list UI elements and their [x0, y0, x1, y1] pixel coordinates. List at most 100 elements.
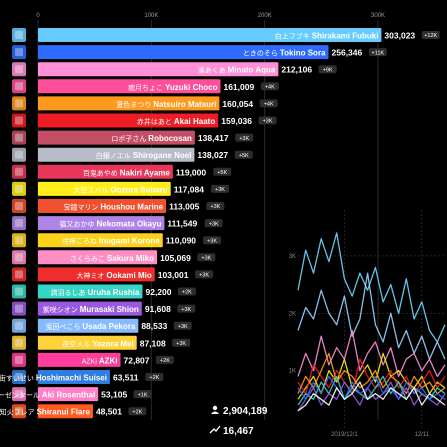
avatar-icon: [12, 233, 26, 248]
delta-badge: [177, 287, 196, 296]
avatar-face-icon: [15, 65, 23, 74]
bar-value-label: 72,807: [124, 355, 150, 365]
bar: [38, 130, 195, 145]
inset-line-chart: 3K 2K 1K 2019/12/1 12/11: [289, 210, 446, 438]
bar-name-en: Shiranui Flare: [37, 408, 91, 417]
totals-panel: 2,904,189 16,467: [209, 405, 268, 437]
bar-name-jp: さくらみこ: [70, 255, 107, 263]
delta-badge: [210, 184, 229, 193]
avatar-icon: [12, 267, 26, 282]
bar-value-label: 138,417: [198, 133, 229, 143]
delta-badge-label: +5K: [239, 153, 249, 159]
bar-value-label: 111,549: [167, 219, 197, 229]
bar-name-label: 癒月ちょこ Yuzuki Choco: [128, 83, 218, 92]
bar: [38, 250, 158, 265]
avatar-icon: [12, 284, 26, 299]
bar-value-label: 160,054: [222, 99, 253, 109]
bar-name-jp: 大空スバル: [73, 185, 110, 194]
bar: [38, 267, 155, 282]
avatar-face-icon: [15, 407, 23, 416]
avatar-face-icon: [15, 99, 23, 108]
avatar-icon: [12, 301, 26, 316]
bar-name-label: 赤井はあと Akai Haato: [137, 117, 215, 126]
bar-value-label: 63,511: [113, 373, 139, 383]
bar-value-label: 88,533: [141, 321, 167, 331]
bar: [38, 164, 173, 179]
bar: [38, 370, 110, 384]
inset-x-tick-label: 2019/12/1: [331, 432, 358, 438]
avatar-face-icon: [15, 373, 23, 381]
bar-name-jp: 癒月ちょこ: [128, 83, 165, 92]
bar-name-en: Tokino Sora: [280, 49, 326, 58]
bar-name-jp: ときのそら: [243, 50, 280, 58]
bar-row: 潤羽るしあ Uruha Rushia 92,200 +2K: [12, 284, 196, 299]
delta-badge-label: +3K: [199, 273, 209, 279]
delta-badge: [133, 390, 152, 399]
delta-badge-label: +4K: [264, 102, 274, 108]
bar-name-jp: 夜空メル: [62, 339, 92, 348]
bar: [38, 181, 171, 196]
avatar-icon: [12, 318, 26, 333]
bar-name-label: 大神ミオ Ookami Mio: [76, 271, 151, 280]
bar-row: 大神ミオ Ookami Mio 103,001 +3K: [12, 267, 214, 282]
inset-series-line: [297, 329, 446, 378]
bar: [38, 335, 137, 350]
delta-badge: [259, 99, 278, 108]
bar-name-jp: 星街すいせい: [0, 374, 36, 383]
bar-value-label: 161,009: [223, 82, 254, 92]
avatar-icon: [12, 96, 26, 111]
avatar-face-icon: [15, 304, 23, 313]
bar-value-label: 138,027: [197, 150, 228, 160]
bar-value-label: 53,105: [101, 390, 127, 400]
bar-name-jp: 兎田ぺこら: [45, 322, 82, 331]
bar-row: 癒月ちょこ Yuzuki Choco 161,009 +4K: [12, 79, 279, 94]
bar-name-en: Oozora Subaru: [110, 185, 167, 194]
x-tick-label: 100K: [144, 13, 158, 19]
delta-badge-label: +3K: [210, 204, 220, 210]
delta-badge: [213, 167, 232, 176]
bar-name-en: Uruha Rushia: [87, 288, 140, 297]
delta-badge: [260, 82, 279, 91]
bar-name-en: Houshou Marine: [100, 203, 163, 212]
bar-value-label: 212,106: [281, 65, 312, 75]
bar-row: 大空スバル Oozora Subaru 117,084 +3K: [12, 181, 229, 196]
delta-badge-label: +3K: [263, 119, 273, 125]
avatar-face-icon: [15, 133, 23, 142]
bar: [38, 404, 93, 419]
bar-name-en: Murasaki Shion: [80, 305, 139, 314]
delta-badge: [172, 338, 191, 347]
bar-row: 不知火フレア Shiranui Flare 48,501 +2K: [0, 404, 147, 419]
bar-name-jp: 白上フブキ: [275, 32, 312, 41]
bar-value-label: 159,036: [221, 116, 252, 126]
trend-up-icon: [209, 425, 221, 434]
avatar-face-icon: [15, 150, 23, 159]
bar-name-jp: 湊あくあ: [198, 66, 228, 75]
bar-row: 夜空メル Yozora Mel 87,108 +3K: [12, 335, 191, 350]
bar-name-label: 夏色まつり Natsuiro Matsuri: [116, 100, 216, 109]
bar: [38, 387, 99, 402]
avatar-icon: [12, 130, 26, 145]
person-icon: [212, 405, 218, 411]
bar-name-en: Hoshimachi Suisei: [36, 374, 107, 383]
bar-name-jp: 紫咲シオン: [43, 305, 80, 314]
avatar-icon: [12, 28, 26, 42]
bar-name-label: 夜空メル Yozora Mel: [62, 339, 134, 348]
bar-name-en: Inugami Korone: [99, 237, 160, 246]
avatar-face-icon: [15, 321, 23, 330]
delta-badge: [128, 407, 147, 416]
delta-badge-label: +9K: [323, 67, 333, 73]
bar-row: 白銀ノエル Shirogane Noel 138,027 +5K: [12, 147, 253, 162]
bar-name-label: 猫又おかゆ Nekomata Okayu: [60, 220, 162, 229]
bar-row: アキ・ローゼンタール Aki Rosenthal 53,105 +1K: [0, 387, 152, 402]
avatar-icon: [12, 62, 26, 77]
bar-name-en: Natsuiro Matsuri: [153, 100, 216, 109]
bar-name-jp: 大神ミオ: [76, 271, 106, 280]
delta-badge-label: +3K: [207, 238, 217, 244]
avatar-face-icon: [15, 116, 23, 125]
bar-name-label: 潤羽るしあ Uruha Rushia: [51, 288, 141, 297]
delta-badge: [197, 253, 216, 262]
delta-badge: [235, 133, 254, 142]
delta-badge-label: +3K: [239, 136, 249, 142]
bar: [38, 233, 163, 248]
